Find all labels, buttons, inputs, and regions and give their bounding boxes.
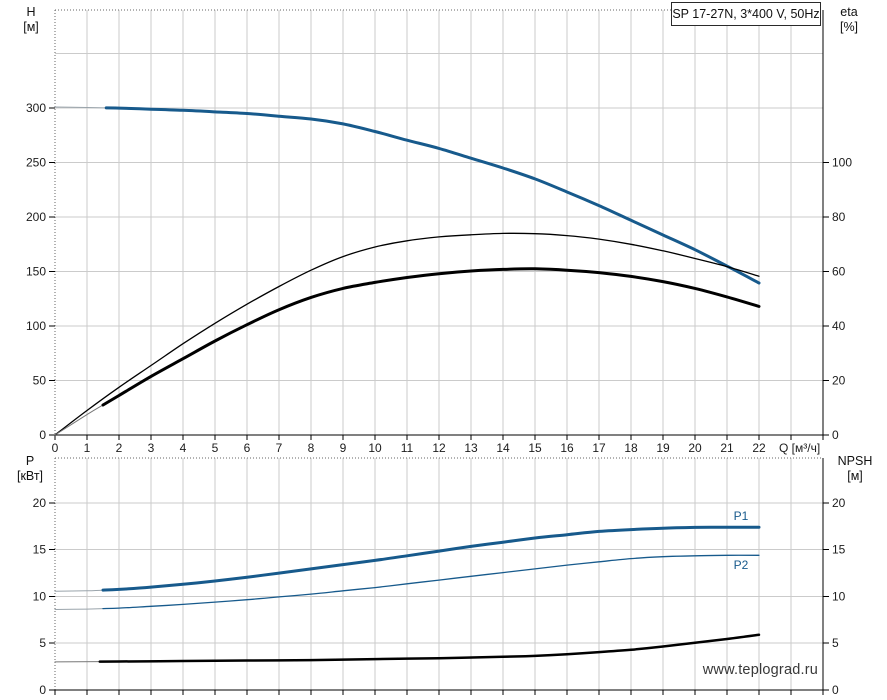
p2-curve (54, 554, 760, 610)
tick-label: 10 (33, 589, 47, 603)
tick-label: 22 (752, 441, 766, 455)
tick-label: 5 (832, 636, 839, 650)
tick-label: 50 (33, 374, 47, 388)
tick-label: 100 (832, 156, 852, 170)
tick-label: 4 (180, 441, 187, 455)
tick-label: 100 (26, 319, 46, 333)
npsh-curve (54, 633, 761, 663)
tick-label: 5 (212, 441, 219, 455)
npsh-axis-title: NPSH [м] (827, 454, 883, 483)
eta-pump-curve (54, 232, 760, 436)
npsh-axis-unit: [м] (847, 468, 863, 483)
tick-label: 3 (148, 441, 155, 455)
tick-label: 15 (832, 543, 846, 557)
chart-title-box: SP 17-27N, 3*400 V, 50Hz (671, 2, 821, 26)
tick-label: 5 (39, 636, 46, 650)
tick-label: 21 (720, 441, 734, 455)
tick-label: 1 (84, 441, 91, 455)
tick-label: 18 (624, 441, 638, 455)
tick-label: 19 (656, 441, 670, 455)
p2-series-label: P2 (733, 558, 749, 572)
head-curve (54, 106, 761, 285)
tick-label: 20 (832, 374, 846, 388)
tick-label: 150 (26, 265, 46, 279)
eta-pump-motor-curve (54, 267, 761, 436)
h-axis-unit: [м] (23, 19, 39, 34)
npsh-axis-label: NPSH (837, 454, 873, 468)
tick-label: 11 (401, 441, 414, 455)
tick-label: 300 (26, 101, 46, 115)
eta-axis-label: eta (840, 5, 858, 19)
tick-label: 7 (276, 441, 283, 455)
tick-label: 0 (39, 428, 46, 442)
watermark-text: www.teplograd.ru (702, 662, 818, 678)
tick-label: 15 (33, 543, 47, 557)
tick-label: 10 (832, 589, 846, 603)
p1-curve (54, 525, 761, 592)
gridlines-chart0 (55, 10, 823, 435)
tick-label: 0 (39, 683, 46, 697)
tick-label: 15 (528, 441, 542, 455)
p1-series-label: P1 (733, 509, 749, 523)
tick-label: 20 (688, 441, 702, 455)
tick-label: 10 (368, 441, 382, 455)
tick-label: 0 (832, 428, 839, 442)
tick-label: 9 (340, 441, 347, 455)
tick-label: 14 (496, 441, 510, 455)
p-axis-unit: [кВт] (16, 468, 44, 483)
tick-label: 80 (832, 210, 846, 224)
tick-labels-chart1: 0 5 10 15 20 0 5 10 15 20 (33, 496, 846, 697)
axis-ticks-chart1 (49, 502, 829, 695)
axis-ticks-chart0 (49, 107, 829, 440)
tick-label: 17 (592, 441, 606, 455)
tick-label: 16 (560, 441, 574, 455)
h-axis-title: H [м] (9, 5, 53, 34)
tick-label: 20 (33, 496, 47, 510)
tick-label: 40 (832, 319, 846, 333)
h-axis-label: H (26, 5, 36, 19)
tick-label: 0 (832, 683, 839, 697)
tick-labels-chart0: 0 1 2 3 4 5 6 7 8 9 10 11 12 13 14 15 16 17 18 19 20 21 22 Q [м… (26, 101, 852, 455)
tick-label: 60 (832, 265, 846, 279)
tick-label: 8 (308, 441, 315, 455)
tick-label: 20 (832, 496, 846, 510)
eta-axis-unit: [%] (839, 19, 859, 34)
p-axis-label: P (25, 454, 35, 468)
tick-label: 12 (432, 441, 446, 455)
tick-label: Q [м³/ч] (779, 441, 820, 455)
p-axis-title: P [кВт] (7, 454, 53, 483)
gridlines-chart1 (55, 458, 823, 690)
tick-label: 13 (464, 441, 478, 455)
eta-axis-title: eta [%] (827, 5, 871, 34)
tick-label: 250 (26, 156, 46, 170)
tick-label: 0 (52, 441, 59, 455)
tick-label: 200 (26, 210, 46, 224)
tick-label: 6 (244, 441, 251, 455)
tick-label: 2 (116, 441, 123, 455)
